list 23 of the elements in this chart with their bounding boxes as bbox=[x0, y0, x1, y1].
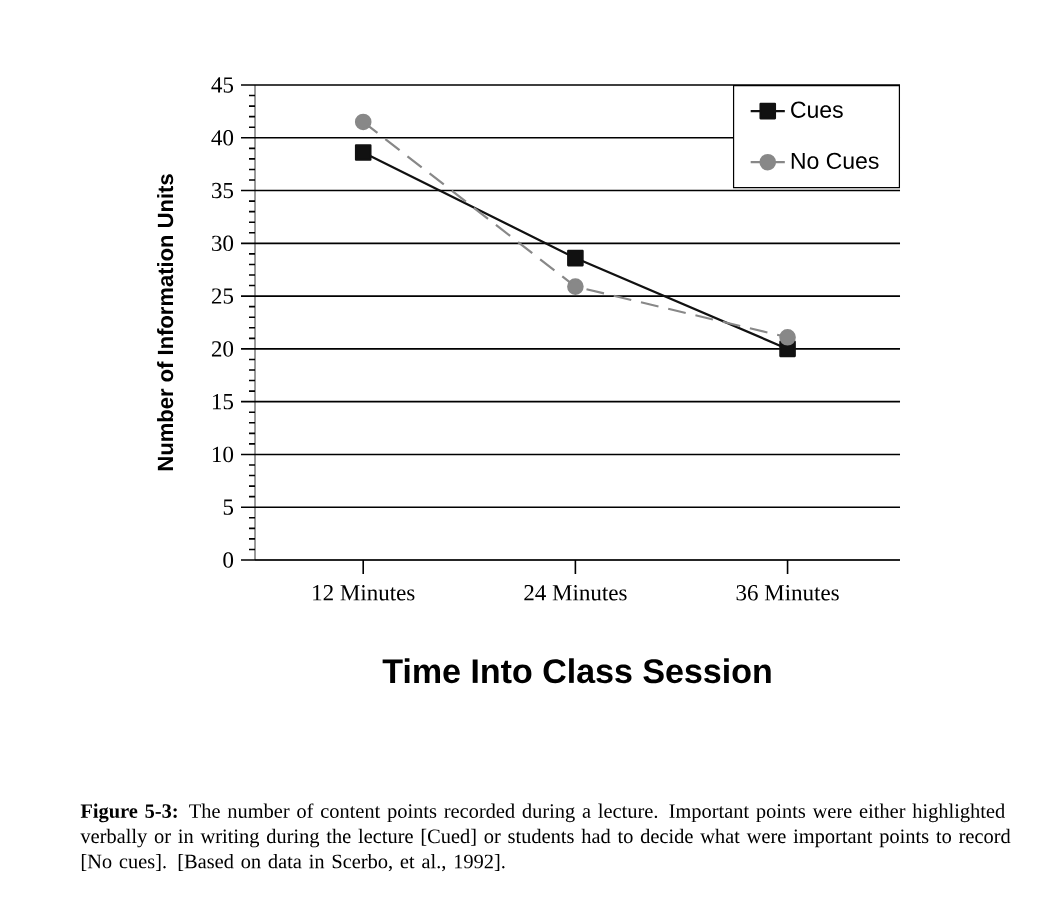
point bbox=[354, 144, 372, 161]
y-tick-label: 40 bbox=[211, 130, 234, 146]
legend-label: Cues bbox=[791, 101, 843, 118]
y-axis-title: Number of Information Units bbox=[157, 174, 174, 471]
x-tick-label: 36 Minutes bbox=[736, 585, 839, 601]
y-tick-label: 0 bbox=[223, 552, 234, 568]
y-tick-label: 10 bbox=[212, 446, 234, 463]
y-tick-label: 15 bbox=[212, 393, 234, 410]
x-tick-label: 12 Minutes bbox=[313, 585, 415, 601]
y-tick-label: 35 bbox=[212, 182, 234, 199]
x-tick-label: 24 Minutes bbox=[524, 585, 627, 601]
point bbox=[779, 328, 796, 346]
y-tick-label: 45 bbox=[211, 77, 234, 93]
text: Figure 5-3: The number of content points recorded during a lecture. Important points were either highlighted verbally or in writing during the lecture [Cued] or students had to decide what were important points to record [No cues]. [Based on data in Scerbo, et al., 1992]. bbox=[80, 803, 1011, 872]
legend-label: No Cues bbox=[791, 152, 879, 169]
y-tick-label: 30 bbox=[212, 235, 234, 252]
point bbox=[354, 113, 372, 131]
y-tick-label: 20 bbox=[211, 341, 234, 357]
y-tick-label: 25 bbox=[211, 288, 234, 304]
point bbox=[567, 278, 584, 295]
x-axis-title: Time Into Class Session bbox=[382, 658, 771, 684]
point bbox=[567, 249, 584, 267]
y-tick-label: 5 bbox=[223, 499, 234, 515]
